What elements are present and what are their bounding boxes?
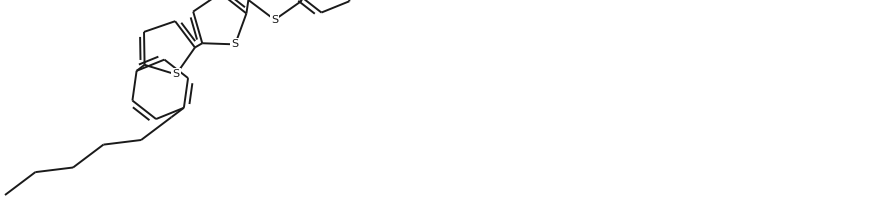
- Text: S: S: [232, 39, 239, 49]
- Text: S: S: [172, 70, 179, 79]
- Text: S: S: [271, 15, 278, 25]
